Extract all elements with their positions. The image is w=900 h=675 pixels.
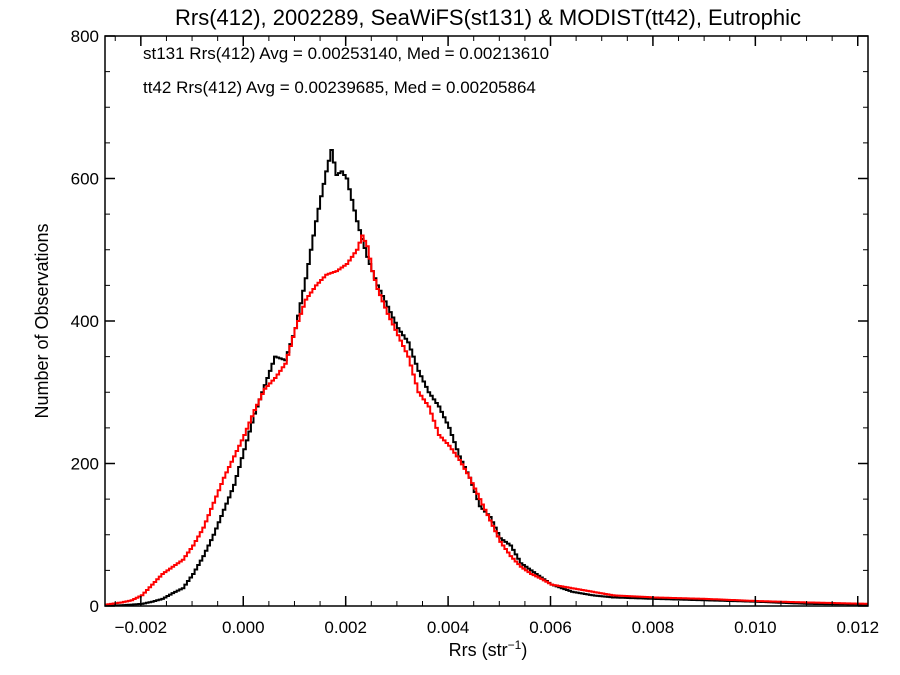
- x-tick-label: 0.004: [427, 618, 470, 637]
- x-axis-label-close: ): [521, 640, 527, 660]
- x-tick-label: 0.002: [324, 618, 367, 637]
- legend-entry-st131: st131 Rrs(412) Avg = 0.00253140, Med = 0…: [143, 44, 549, 63]
- y-tick-label: 200: [71, 455, 99, 474]
- x-tick-label: 0.000: [222, 618, 265, 637]
- y-tick-label: 800: [71, 27, 99, 46]
- x-tick-label: −0.002: [115, 618, 167, 637]
- y-tick-label: 0: [90, 597, 99, 616]
- y-tick-label: 600: [71, 170, 99, 189]
- x-tick-label: 0.010: [734, 618, 777, 637]
- y-axis: 0 200 400 600 800: [71, 27, 868, 616]
- legend: st131 Rrs(412) Avg = 0.00253140, Med = 0…: [143, 44, 549, 97]
- y-axis-label: Number of Observations: [32, 223, 52, 418]
- legend-entry-tt42: tt42 Rrs(412) Avg = 0.00239685, Med = 0.…: [143, 78, 536, 97]
- series-tt42-histogram: [105, 234, 868, 606]
- series-st131-histogram: [105, 149, 868, 606]
- y-tick-label: 400: [71, 312, 99, 331]
- x-axis-label-text: Rrs (str: [449, 640, 508, 660]
- x-axis: −0.002 0.000 0.002 0.004 0.006 0.008 0.010 0.01…: [115, 36, 879, 637]
- x-axis-label-superscript: −1: [508, 638, 522, 652]
- series-layer: [105, 149, 868, 606]
- x-axis-label: Rrs (str−1): [449, 638, 528, 660]
- x-tick-label: 0.012: [836, 618, 879, 637]
- x-tick-label: 0.008: [632, 618, 675, 637]
- x-tick-label: 0.006: [529, 618, 572, 637]
- chart-title: Rrs(412), 2002289, SeaWiFS(st131) & MODI…: [175, 5, 801, 30]
